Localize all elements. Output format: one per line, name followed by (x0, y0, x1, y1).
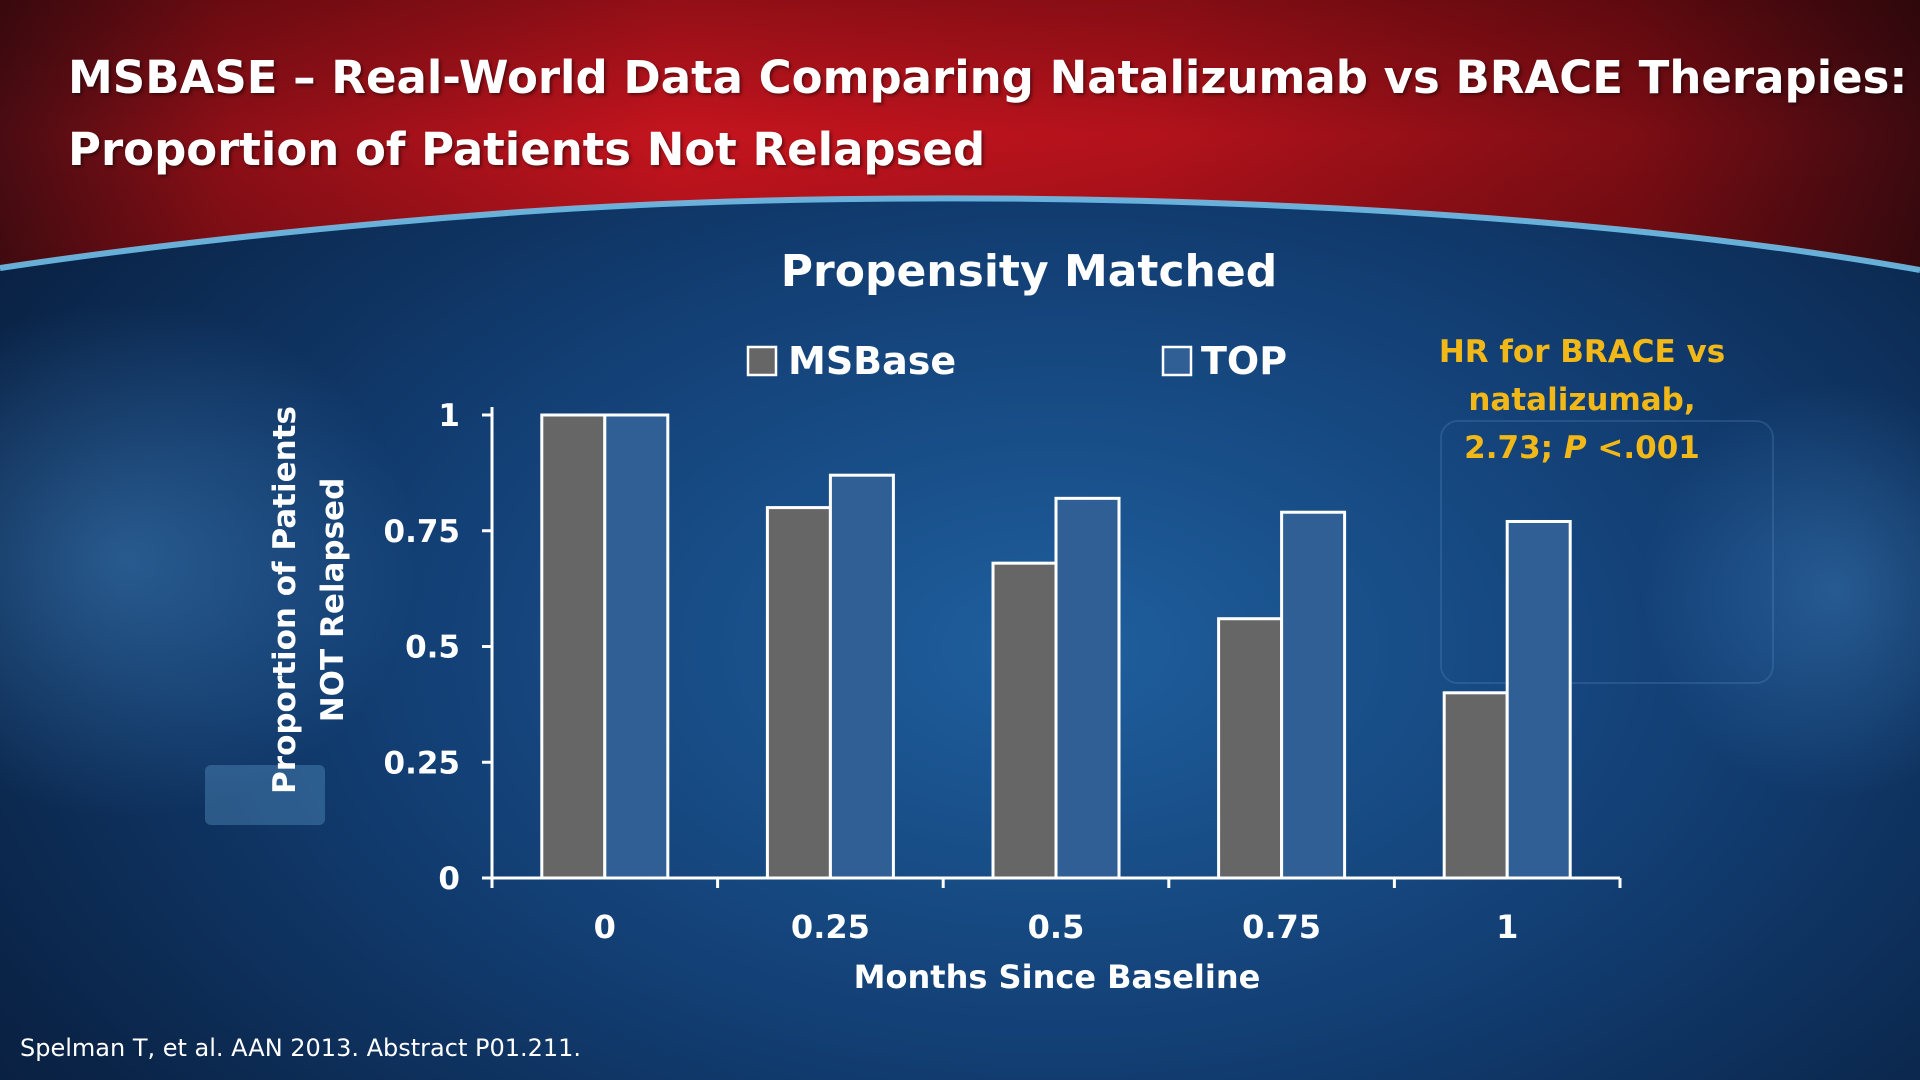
y-tick-label: 0 (438, 861, 460, 897)
x-tick-label: 0 (594, 908, 616, 946)
annotation-line-3: 2.73; P <.001 (1464, 430, 1700, 466)
annotation-p-symbol: P (1564, 430, 1587, 466)
chart-title: Propensity Matched (781, 246, 1277, 297)
x-tick-label: 1 (1496, 908, 1518, 946)
annotation-hr-value: 2.73; (1464, 430, 1564, 466)
bar-top-0 (603, 413, 670, 880)
x-axis-title: Months Since Baseline (854, 958, 1261, 996)
legend-label-top: TOP (1201, 339, 1287, 383)
bar-msbase-0.75 (1217, 617, 1284, 880)
background-panel-decoration (1440, 420, 1774, 684)
background-square-decoration (205, 765, 325, 825)
bar-msbase-0.25 (765, 506, 832, 880)
hazard-ratio-annotation: HR for BRACE vs natalizumab, 2.73; P <.0… (1439, 334, 1725, 466)
bar-msbase-0 (540, 413, 607, 880)
annotation-line-2: natalizumab, (1468, 382, 1695, 418)
y-axis: 0 0.25 0.5 0.75 1 (384, 398, 494, 897)
annotation-p-value: <.001 (1587, 430, 1700, 466)
x-tick-label: 0.75 (1242, 908, 1321, 946)
bar-msbase-1 (1442, 691, 1509, 880)
bar-top-0.5 (1054, 496, 1121, 880)
legend-swatch-msbase (746, 345, 778, 377)
y-tick-label: 1 (438, 398, 460, 434)
bar-msbase-0.5 (991, 561, 1058, 880)
footnote-citation: Spelman T, et al. AAN 2013. Abstract P01… (20, 1034, 582, 1062)
x-tick-label: 0.5 (1028, 908, 1085, 946)
y-tick-label: 0.25 (384, 745, 461, 781)
background-glow-left (0, 300, 420, 820)
chart-legend: MSBase TOP (746, 339, 1287, 383)
y-tick-label: 0.75 (384, 514, 461, 550)
slide-title-line-2: Proportion of Patients Not Relapsed (68, 123, 986, 176)
bar-top-0.25 (828, 473, 895, 880)
bar-top-1 (1505, 519, 1572, 880)
y-tick-label: 0.5 (405, 630, 460, 666)
background-glow-right (1640, 380, 1920, 800)
slide-title: MSBASE – Real-World Data Comparing Natal… (68, 42, 1908, 186)
legend-label-msbase: MSBase (788, 339, 956, 383)
y-axis-title: Proportion of Patients NOT Relapsed (267, 406, 351, 794)
x-tick-label: 0.25 (791, 908, 870, 946)
x-axis: 0 0.25 0.5 0.75 1 (490, 876, 1622, 946)
header-band (0, 0, 1920, 273)
bar-top-0.75 (1280, 510, 1347, 880)
y-axis-title-line-2: NOT Relapsed (315, 478, 351, 723)
chart-bars (540, 413, 1572, 880)
y-axis-title-line-1: Proportion of Patients (267, 406, 303, 794)
slide-title-line-1: MSBASE – Real-World Data Comparing Natal… (68, 51, 1908, 104)
legend-swatch-top (1161, 345, 1193, 377)
annotation-line-1: HR for BRACE vs (1439, 334, 1725, 370)
